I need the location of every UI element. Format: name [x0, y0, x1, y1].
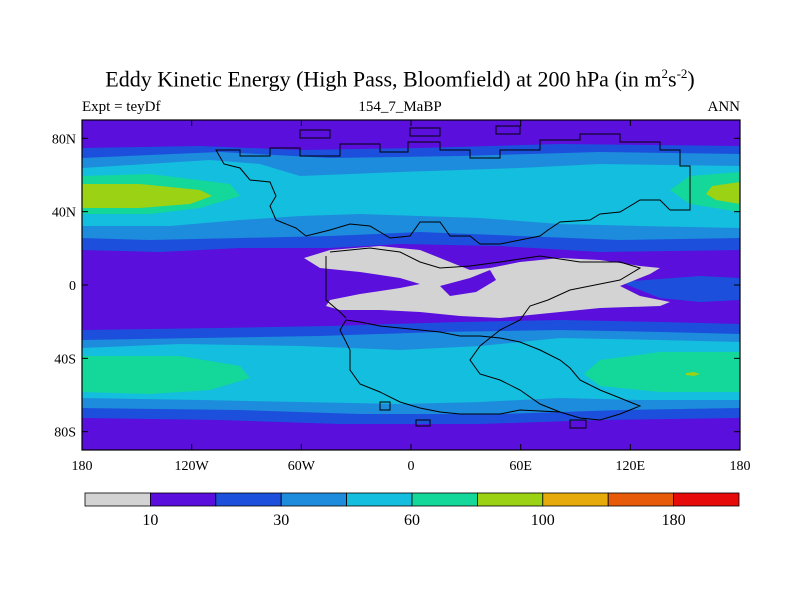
- continent-outlines: [215, 125, 691, 429]
- colorbar-swatch: [84, 492, 151, 507]
- colorbar: 10 30 60 100 180: [84, 492, 740, 529]
- colorbar-label: 10: [142, 512, 158, 529]
- season-label: ANN: [707, 99, 741, 115]
- colorbar-label: 100: [531, 512, 555, 529]
- run-label: 154_7_MaBP: [358, 99, 442, 115]
- eke-contour-fill: [82, 120, 740, 450]
- lon-tick-label: 60W: [288, 459, 316, 474]
- lat-tick-label: 0: [69, 279, 76, 294]
- colorbar-swatch: [607, 492, 675, 507]
- lon-tick-label: 180: [730, 459, 751, 474]
- colorbar-swatch: [673, 492, 740, 507]
- lon-tick-label: 60E: [509, 459, 532, 474]
- colorbar-label: 180: [662, 512, 686, 529]
- longitude-axis: 180 120W 60W 0 60E 120E 180: [72, 120, 751, 474]
- colorbar-swatch: [411, 492, 478, 507]
- lon-tick-label: 120W: [175, 459, 210, 474]
- colorbar-label: 60: [404, 512, 420, 529]
- colorbar-swatch: [215, 492, 282, 507]
- colorbar-swatch: [542, 492, 609, 507]
- plot-title: Eddy Kinetic Energy (High Pass, Bloomfie…: [105, 66, 695, 92]
- latitude-axis: 80N 40N 0 40S 80S: [52, 132, 740, 441]
- lon-tick-label: 0: [408, 459, 415, 474]
- colorbar-label: 30: [273, 512, 289, 529]
- colorbar-swatch: [149, 492, 217, 507]
- lon-tick-label: 120E: [616, 459, 646, 474]
- lon-tick-label: 180: [72, 459, 93, 474]
- lat-tick-label: 40N: [52, 206, 76, 221]
- colorbar-swatch: [476, 492, 544, 507]
- colorbar-swatch: [280, 492, 348, 507]
- lat-tick-label: 40S: [54, 352, 76, 367]
- experiment-label: Expt = teyDf: [82, 99, 161, 115]
- colorbar-swatch: [346, 492, 413, 507]
- lat-tick-label: 80N: [52, 132, 76, 147]
- lat-tick-label: 80S: [54, 426, 76, 441]
